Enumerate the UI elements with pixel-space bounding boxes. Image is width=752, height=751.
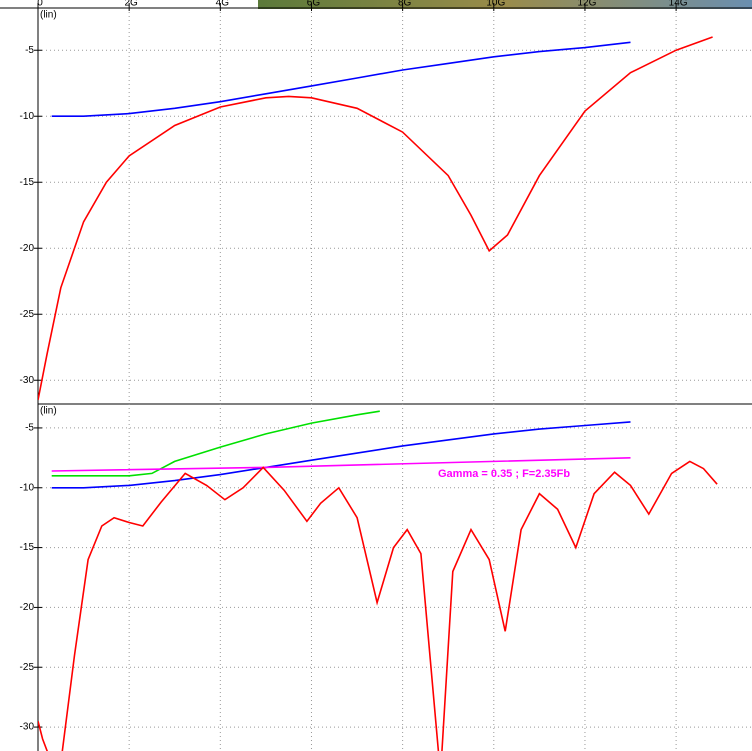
y-tick-label: -25 <box>20 662 35 673</box>
series-line <box>38 37 713 400</box>
annotation: Gamma = 0.35 ; F=2.35Fb <box>438 468 570 480</box>
y-tick-label: -5 <box>25 423 34 434</box>
x-tick-label: 2G <box>124 0 138 9</box>
y-axis-label: (lin) <box>40 10 57 21</box>
y-tick-label: -15 <box>20 542 35 553</box>
series-line <box>38 461 717 751</box>
x-tick-label: 12G <box>577 0 596 9</box>
chart: 0 2G 4G 6G 8G 10G 12G 14G -5 -10 -15 -20 -25 -30 (lin)… <box>0 0 752 751</box>
x-tick-label: 8G <box>398 0 412 9</box>
y-tick-label: -30 <box>20 375 35 386</box>
x-tick-label: 14G <box>669 0 688 9</box>
x-tick-label: 4G <box>216 0 230 9</box>
y-tick-label: -15 <box>20 177 35 188</box>
x-tick-label: 10G <box>486 0 505 9</box>
y-tick-label: -10 <box>20 111 35 122</box>
y-tick-label: -30 <box>20 722 35 733</box>
plot-area <box>38 37 713 400</box>
x-tick-label: 6G <box>307 0 321 9</box>
y-tick-label: -20 <box>20 602 35 613</box>
y-tick-label: -10 <box>20 482 35 493</box>
x-tick-label: 0 <box>37 0 43 9</box>
y-tick-label: -5 <box>25 45 34 56</box>
y-axis-label: (lin) <box>40 406 57 417</box>
y-tick-label: -25 <box>20 309 35 320</box>
plot-area <box>38 411 717 751</box>
y-tick-label: -20 <box>20 243 35 254</box>
